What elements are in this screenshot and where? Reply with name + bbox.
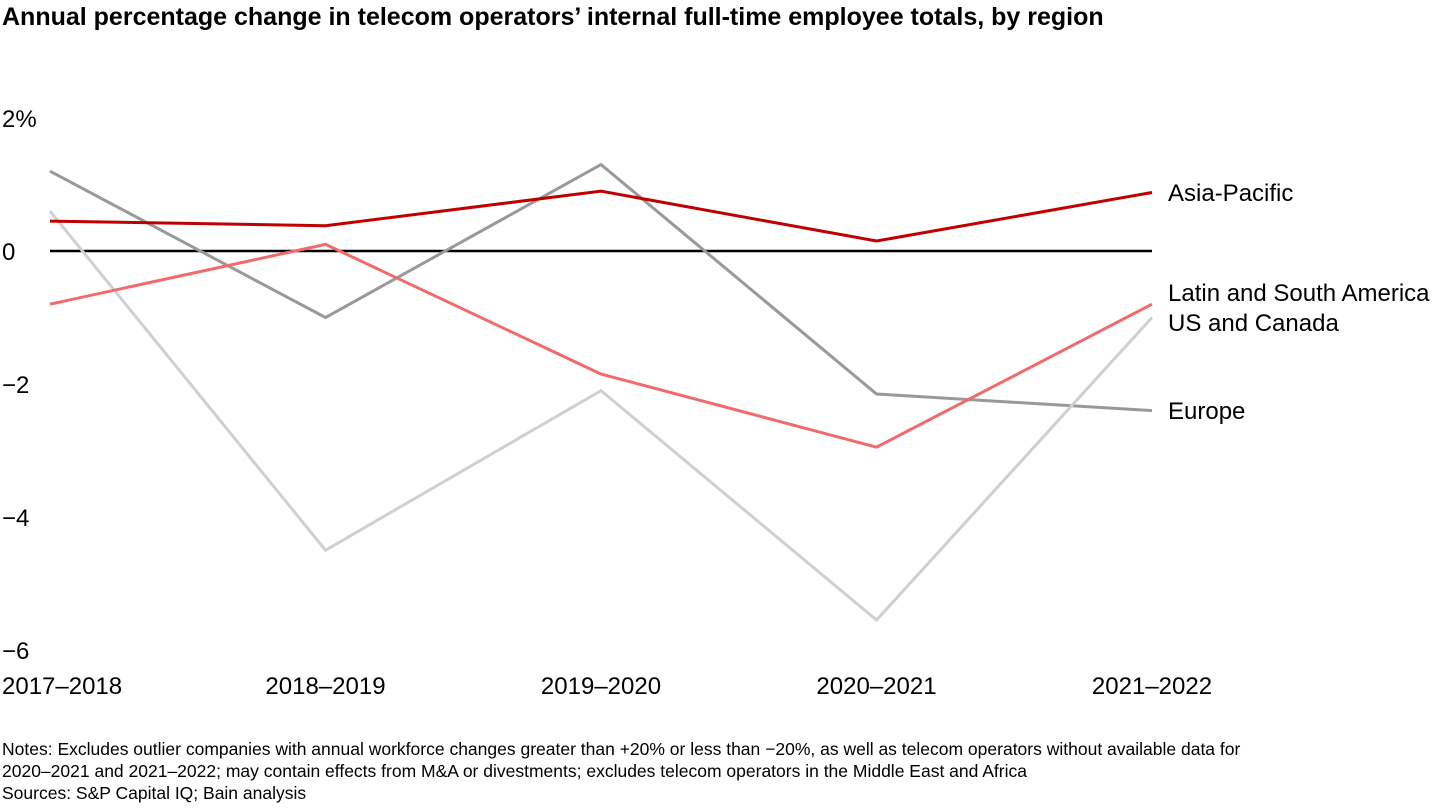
sources-text: Sources: S&P Capital IQ; Bain analysis [2, 783, 307, 803]
x-tick-label: 2018–2019 [265, 673, 385, 700]
y-tick-label: −4 [2, 505, 29, 532]
footnotes: Notes: Excludes outlier companies with a… [2, 738, 1438, 804]
chart-title: Annual percentage change in telecom oper… [2, 3, 1104, 31]
y-tick-label: 0 [2, 239, 15, 266]
y-axis-ticks: 2% 0 −2 −4 −6 [2, 106, 37, 665]
series-line-asia-pacific [49, 189, 1153, 243]
series-labels: Europe US and Canada Latin and South Ameri… [1168, 180, 1430, 425]
series-line-us-and-canada [48, 210, 1154, 623]
y-tick-label: 2% [2, 106, 37, 133]
x-tick-label: 2021–2022 [1092, 673, 1212, 700]
series-label-us-and-canada: US and Canada [1168, 310, 1339, 337]
notes-text-continued: 2020–2021 and 2021–2022; may contain eff… [2, 761, 1027, 781]
series-lines [48, 162, 1154, 623]
y-tick-label: −2 [2, 372, 29, 399]
series-label-europe: Europe [1168, 398, 1245, 425]
x-tick-label: 2020–2021 [816, 673, 936, 700]
x-tick-label: 2017–2018 [2, 673, 122, 700]
series-label-latin-and-south-america: Latin and South America [1168, 280, 1430, 307]
series-label-asia-pacific: Asia-Pacific [1168, 180, 1293, 207]
x-tick-label: 2019–2020 [541, 673, 661, 700]
x-axis-ticks: 2017–2018 2018–2019 2019–2020 2020–2021 2021… [2, 673, 1212, 700]
series-line-latin-and-south-america [49, 242, 1153, 449]
notes-text: Notes: Excludes outlier companies with a… [2, 739, 1241, 759]
y-tick-label: −6 [2, 638, 29, 665]
